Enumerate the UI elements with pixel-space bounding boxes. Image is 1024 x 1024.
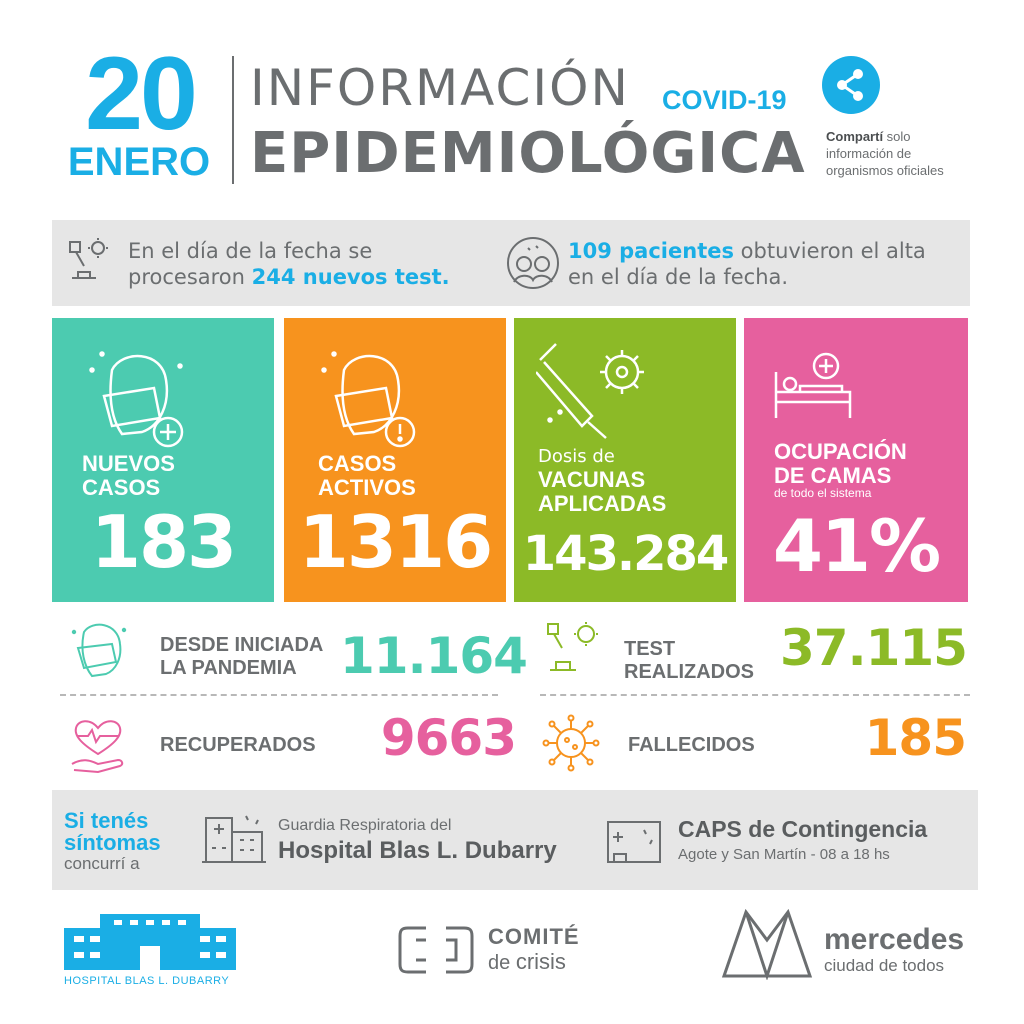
mask-alert-icon [314, 340, 424, 464]
symptoms-line-3: concurrí a [64, 854, 140, 873]
tile-vacunas: Dosis de VACUNAS APLICADAS 143.284 [514, 318, 736, 602]
share-bold: Compartí [826, 129, 884, 144]
tile-vacunas-label-2: APLICADAS [538, 491, 667, 516]
stat-test-label-2: REALIZADOS [624, 661, 754, 683]
symptoms-line-1: Si tenés [64, 808, 149, 833]
share-note: Compartí solo información de organismos … [826, 128, 976, 179]
tile-casos-activos: CASOS ACTIVOS 1316 [284, 318, 506, 602]
tile-camas-value: 41% [772, 504, 941, 588]
share-rest: solo [883, 129, 911, 144]
tile-camas-label-1: OCUPACIÓN [774, 439, 907, 464]
hospital-small: Guardia Respiratoria del [278, 817, 452, 834]
stat-recuperados-value: 9663 [380, 709, 517, 767]
stat-pandemia-label: DESDE INICIADA LA PANDEMIA [160, 634, 323, 680]
tests-info: En el día de la fecha se procesaron 244 … [128, 238, 450, 290]
stat-recuperados-label: RECUPERADOS [160, 734, 316, 756]
hospital-bed-icon [772, 352, 856, 428]
syringe-virus-icon [535, 342, 656, 446]
discharge-highlight: 109 pacientes [568, 239, 734, 263]
tile-activos-label: CASOS ACTIVOS [318, 452, 416, 500]
tile-activos-label-1: CASOS [318, 451, 397, 476]
heart-hand-icon [68, 714, 128, 778]
hospital-logo-text: HOSPITAL BLAS L. DUBARRY [64, 975, 230, 987]
hospital-name: Hospital Blas L. Dubarry [278, 837, 557, 864]
tile-nuevos-label: NUEVOS CASOS [82, 452, 175, 500]
caps-building-icon [604, 818, 664, 870]
date-month: ENERO [67, 140, 211, 184]
share-line-2: información de [826, 146, 912, 161]
stat-pandemia-label-1: DESDE INICIADA [160, 634, 324, 656]
mercedes-logo-text: mercedes ciudad de todos [824, 924, 964, 976]
tile-vacunas-label: VACUNAS APLICADAS [538, 468, 666, 516]
mercedes-tagline: ciudad de todos [824, 956, 945, 975]
mask-plus-icon [82, 340, 192, 464]
hospital-building-icon [202, 812, 266, 868]
tile-nuevos-label-2: CASOS [82, 475, 161, 500]
tile-vacunas-label-1: VACUNAS [538, 467, 646, 492]
discharge-info: 109 pacientes obtuvieron el alta en el d… [568, 238, 926, 290]
tile-camas-label-2: DE CAMAS [774, 463, 892, 488]
tile-activos-label-2: ACTIVOS [318, 475, 416, 500]
tile-nuevos-casos: NUEVOS CASOS 183 [52, 318, 274, 602]
tile-camas-sub: de todo el sistema [774, 486, 872, 500]
hospital-logo [64, 910, 236, 974]
header-divider [232, 56, 234, 184]
symptoms-callout: Si tenés síntomas concurrí a [64, 810, 161, 874]
stat-test-value: 37.115 [780, 619, 968, 677]
caps-hours: Agote y San Martín - 08 a 18 hs [678, 846, 890, 863]
hospital-info: Guardia Respiratoria del Hospital Blas L… [278, 816, 557, 866]
info-band [52, 220, 970, 306]
tests-info-pre: procesaron [128, 265, 252, 289]
tile-activos-value: 1316 [298, 500, 493, 584]
title-line-1: INFORMACIÓN [250, 59, 630, 117]
stat-fallecidos-value: 185 [864, 709, 967, 767]
lab-test-icon [544, 618, 606, 680]
share-icon[interactable] [822, 56, 880, 114]
mask-face-icon [68, 618, 132, 686]
date-day: 20 [85, 36, 198, 152]
caps-name: CAPS de Contingencia [678, 816, 928, 842]
microscope-icon [66, 236, 112, 290]
tile-nuevos-value: 183 [90, 500, 237, 584]
tile-vacunas-pre: Dosis de [538, 446, 615, 467]
tile-ocupacion-camas: OCUPACIÓN DE CAMAS de todo el sistema 41… [744, 318, 968, 602]
tests-highlight: 244 nuevos test. [251, 265, 450, 289]
patients-icon [506, 236, 560, 294]
stat-test-label: TEST REALIZADOS [624, 638, 754, 684]
discharge-line-2: en el día de la fecha. [568, 265, 789, 289]
comite-line-1: COMITÉ [488, 924, 580, 949]
stat-pandemia-value: 11.164 [340, 627, 528, 685]
mercedes-logo-icon [720, 904, 814, 984]
tests-info-line-1: En el día de la fecha se [128, 239, 373, 263]
comite-de: de [488, 952, 516, 974]
virus-icon [538, 710, 604, 780]
stat-fallecidos-label: FALLECIDOS [628, 734, 755, 756]
tile-nuevos-label-1: NUEVOS [82, 451, 175, 476]
comite-logo-text: COMITÉ de crisis [488, 924, 580, 975]
stat-pandemia-label-2: LA PANDEMIA [160, 657, 297, 679]
caps-info: CAPS de Contingencia Agote y San Martín … [678, 814, 927, 866]
covid-tag: COVID-19 [662, 85, 787, 115]
divider-left [60, 694, 498, 696]
title-line-2: EPIDEMIOLÓGICA [250, 121, 806, 186]
share-line-3: organismos oficiales [826, 163, 944, 178]
symptoms-line-2: síntomas [64, 830, 161, 855]
comite-logo-icon [396, 924, 476, 980]
stat-test-label-1: TEST [624, 638, 676, 660]
divider-right [540, 694, 970, 696]
mercedes-name: mercedes [824, 923, 965, 956]
tile-vacunas-value: 143.284 [522, 526, 730, 582]
discharge-line-1: obtuvieron el alta [733, 239, 926, 263]
comite-crisis: crisis [515, 949, 566, 974]
tile-camas-label: OCUPACIÓN DE CAMAS [774, 440, 907, 488]
